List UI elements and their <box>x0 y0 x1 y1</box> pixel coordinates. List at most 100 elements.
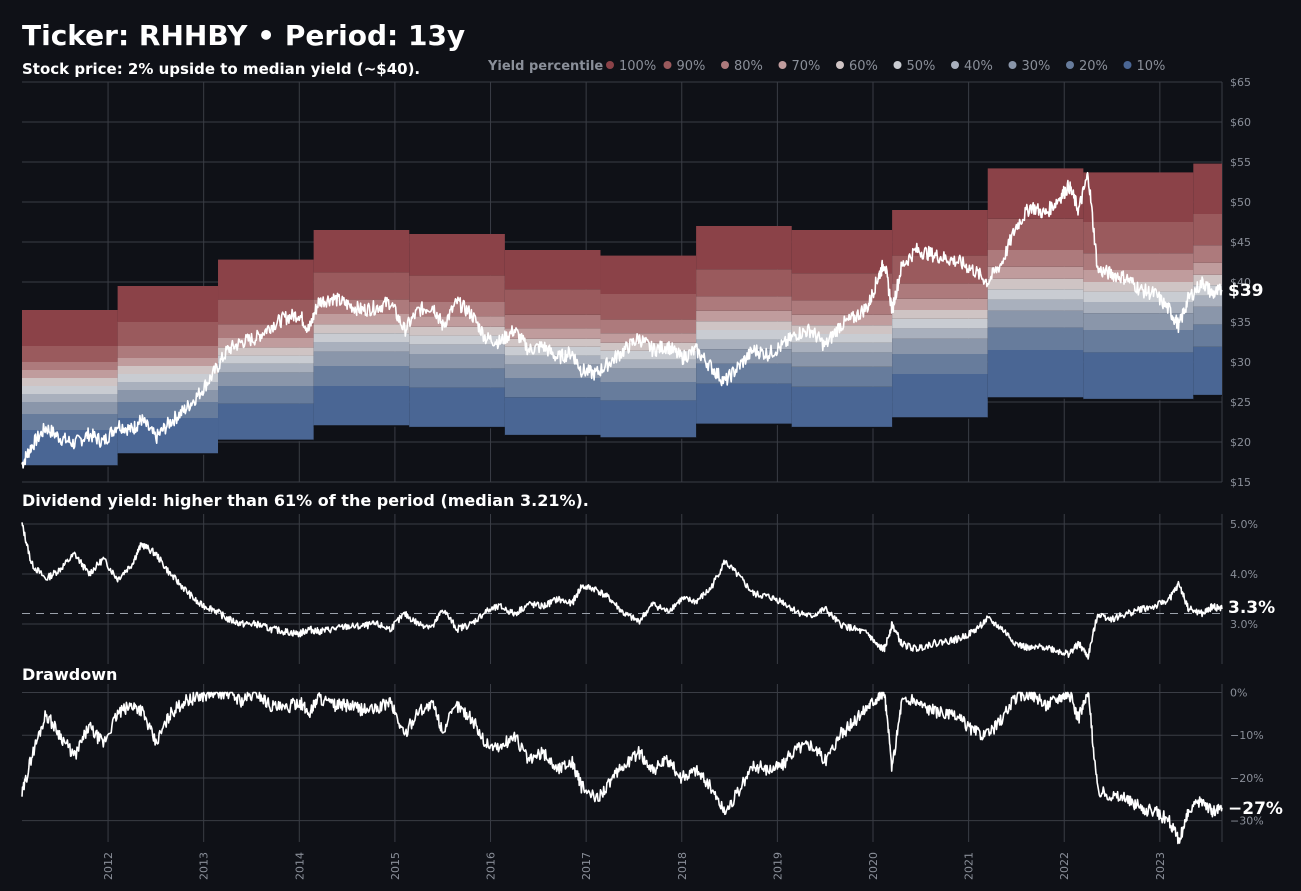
percentile-band <box>22 362 118 370</box>
percentile-band <box>600 350 697 360</box>
y-tick-label: $35 <box>1230 316 1251 329</box>
percentile-band <box>987 299 1084 311</box>
drawdown-end-label: −27% <box>1228 799 1283 819</box>
legend-swatch <box>836 61 844 69</box>
percentile-band <box>600 400 697 438</box>
legend-swatch <box>606 61 614 69</box>
percentile-band <box>600 382 697 401</box>
percentile-band <box>696 363 792 384</box>
legend-label: 40% <box>964 59 993 74</box>
legend-swatch <box>1123 61 1132 69</box>
legend-title: Yield percentile <box>487 59 603 74</box>
percentile-band <box>1193 346 1222 396</box>
price-end-label: $39 <box>1228 281 1264 301</box>
percentile-band <box>892 298 988 310</box>
percentile-band <box>1193 324 1222 347</box>
percentile-band <box>117 322 219 346</box>
percentile-band <box>313 333 410 342</box>
x-tick-label: 2018 <box>676 852 689 880</box>
percentile-band <box>313 366 410 386</box>
percentile-band <box>600 294 697 320</box>
y-tick-label: $15 <box>1230 476 1251 489</box>
drawdown-panel: 0% −10% −20% −30%−27% <box>21 684 1283 845</box>
x-tick-label: 2012 <box>102 852 115 880</box>
y-tick-label: $20 <box>1230 436 1251 449</box>
price-panel: $15 $20 $25 $30 $35 $40 $45 $50 $55 $60 $65 $39 <box>21 76 1264 489</box>
percentile-band <box>504 338 601 347</box>
percentile-band <box>987 327 1084 350</box>
x-tick-label: 2015 <box>389 852 402 880</box>
percentile-band <box>600 342 697 351</box>
percentile-band <box>1083 222 1194 254</box>
percentile-band <box>117 366 219 374</box>
legend-swatch <box>893 61 902 69</box>
percentile-band <box>1193 163 1222 214</box>
percentile-band <box>117 358 219 366</box>
percentile-band <box>696 321 792 330</box>
percentile-band <box>504 328 601 339</box>
x-axis: 2012 2013 2014 2015 2016 2017 2018 2019 2020 2021… <box>102 852 1167 880</box>
price-subtitle: Stock price: 2% upside to median yield (… <box>22 60 420 78</box>
percentile-band <box>1193 295 1222 307</box>
percentile-band <box>791 352 893 367</box>
percentile-band <box>409 368 505 388</box>
percentile-band <box>791 366 893 387</box>
percentile-band <box>1083 302 1194 314</box>
percentile-band <box>892 283 988 299</box>
percentile-band <box>218 386 314 404</box>
percentile-band <box>1193 274 1222 286</box>
percentile-band <box>218 338 314 348</box>
y-tick-label: 3.0% <box>1230 618 1258 631</box>
percentile-band <box>892 338 988 354</box>
percentile-band <box>600 359 697 369</box>
y-tick-label: $25 <box>1230 396 1251 409</box>
percentile-band <box>313 351 410 366</box>
percentile-band <box>409 335 505 345</box>
legend-swatch <box>951 61 959 69</box>
percentile-band <box>892 210 988 256</box>
percentile-band <box>409 326 505 336</box>
percentile-band <box>987 289 1084 300</box>
percentile-band <box>892 318 988 329</box>
percentile-band <box>1193 245 1222 263</box>
percentile-band <box>218 363 314 373</box>
percentile-band <box>791 273 893 301</box>
y-tick-label: −10% <box>1230 729 1264 742</box>
y-tick-label: $65 <box>1230 76 1251 89</box>
percentile-band <box>791 300 893 315</box>
percentile-band <box>409 234 505 276</box>
percentile-band <box>1193 306 1222 325</box>
legend-label: 100% <box>619 59 656 74</box>
percentile-band <box>22 402 118 414</box>
percentile-band <box>791 230 893 274</box>
percentile-band <box>892 354 988 374</box>
y-tick-label: $50 <box>1230 196 1251 209</box>
percentile-band <box>600 255 697 294</box>
percentile-band <box>892 310 988 319</box>
y-tick-label: $45 <box>1230 236 1251 249</box>
legend-label: 10% <box>1137 59 1166 74</box>
percentile-band <box>313 272 410 300</box>
percentile-band <box>696 383 792 425</box>
x-tick-label: 2014 <box>293 852 306 880</box>
percentile-band <box>22 310 118 346</box>
percentile-band <box>987 350 1084 398</box>
yield-percentile-legend: Yield percentile 100% 90% 80% 70% 60% 50% 40% 30… <box>487 59 1165 74</box>
percentile-band <box>504 364 601 378</box>
percentile-band <box>218 259 314 300</box>
y-tick-label: −30% <box>1230 815 1264 828</box>
y-tick-label: $40 <box>1230 276 1251 289</box>
percentile-band <box>22 386 118 394</box>
percentile-band <box>409 316 505 327</box>
percentile-band <box>313 314 410 325</box>
x-tick-label: 2017 <box>580 852 593 880</box>
percentile-band <box>1193 262 1222 275</box>
percentile-band <box>409 387 505 428</box>
percentile-band <box>22 394 118 402</box>
percentile-band <box>504 397 601 436</box>
y-tick-label: $60 <box>1230 116 1251 129</box>
percentile-band <box>504 250 601 290</box>
percentile-band <box>218 355 314 364</box>
